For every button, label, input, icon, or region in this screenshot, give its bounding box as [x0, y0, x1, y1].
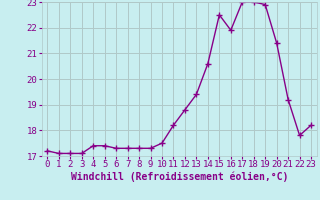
X-axis label: Windchill (Refroidissement éolien,°C): Windchill (Refroidissement éolien,°C) [70, 172, 288, 182]
